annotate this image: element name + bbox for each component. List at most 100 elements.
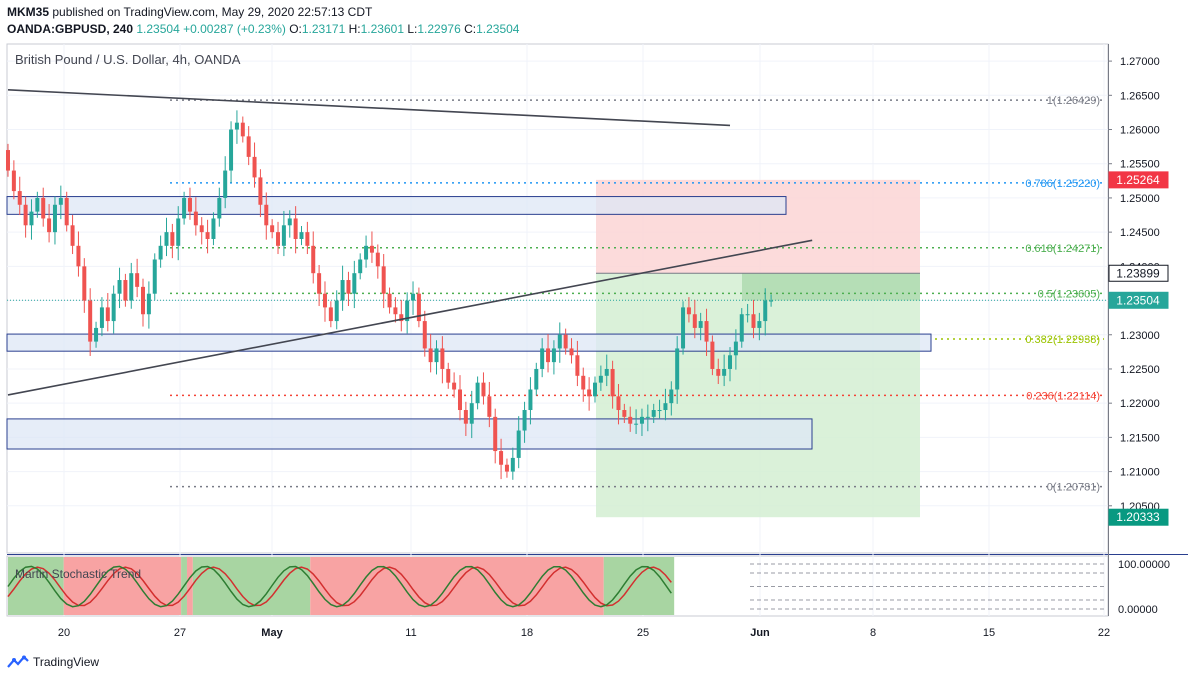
- candle-body: [229, 129, 234, 171]
- candle-body: [281, 225, 286, 246]
- candle-body: [340, 280, 345, 301]
- x-tick-label: 25: [637, 627, 649, 639]
- y-tick-label: 1.22000: [1120, 398, 1160, 410]
- high-value: 1.23601: [360, 22, 404, 36]
- x-tick-label: Jun: [750, 627, 770, 639]
- low-value: 1.22976: [417, 22, 461, 36]
- fib-level-label: 0.618(1.24271): [1025, 243, 1100, 255]
- candle-body: [716, 368, 721, 376]
- candle-body: [622, 410, 627, 417]
- candle-body: [540, 348, 545, 369]
- trendline: [7, 239, 813, 396]
- candle-body: [516, 430, 521, 458]
- price-chart[interactable]: 20 27 May 11 18 25 Jun 8 15 22 1.27000 1.26500 1.260…: [0, 0, 1188, 650]
- candle-body: [610, 368, 615, 397]
- candle-body: [604, 368, 609, 376]
- close-label: C:: [464, 22, 477, 36]
- y-tick-label: 1.25500: [1120, 159, 1160, 171]
- x-tick-label: 18: [521, 627, 533, 639]
- candle-body: [246, 136, 251, 157]
- candle-body: [293, 218, 298, 239]
- symbol-name[interactable]: OANDA:GBPUSD, 240: [7, 22, 134, 36]
- symbol-info: OANDA:GBPUSD, 240 1.23504 +0.00287 (+0.2…: [7, 22, 519, 36]
- candle-body: [728, 355, 733, 369]
- candle-body: [270, 225, 275, 233]
- candle-body: [358, 259, 363, 274]
- x-tick-label: May: [261, 627, 283, 639]
- candle-body: [123, 280, 128, 301]
- brand-name: TradingView: [33, 655, 100, 669]
- candle-body: [52, 204, 57, 233]
- candle-body: [88, 300, 93, 342]
- candle-body: [264, 204, 269, 226]
- candle-body: [111, 293, 116, 322]
- candle-body: [17, 191, 22, 205]
- oscillator-title: Martin Stochastic Trend: [15, 567, 141, 581]
- candle-body: [146, 293, 151, 315]
- price-axis-label: [1108, 291, 1169, 309]
- candle-body: [487, 396, 492, 417]
- candle-body: [70, 225, 75, 246]
- candle-body: [657, 410, 662, 412]
- candle-body: [170, 232, 175, 246]
- candle-body: [129, 273, 134, 301]
- candle-body: [152, 259, 157, 294]
- publisher-name[interactable]: MKM35: [7, 5, 50, 19]
- candle-body: [457, 389, 462, 411]
- stochastic-regime-band: [186, 557, 193, 615]
- high-label: H:: [348, 22, 361, 36]
- candle-body: [422, 321, 427, 349]
- candle-body: [287, 218, 292, 226]
- y-tick-label: 1.24500: [1120, 227, 1160, 239]
- close-value: 1.23504: [476, 22, 520, 36]
- open-value: 1.23171: [301, 22, 346, 36]
- candle-body: [399, 314, 404, 322]
- candle-body: [258, 177, 263, 205]
- candle-body: [645, 416, 650, 418]
- candle-body: [364, 245, 369, 260]
- candle-body: [733, 341, 738, 356]
- stochastic-regime-band: [8, 557, 64, 615]
- x-tick-label: 27: [174, 627, 186, 639]
- candle-body: [493, 416, 498, 452]
- y-tick-label: 1.21500: [1120, 432, 1160, 444]
- y-tick-label: 1.21000: [1120, 467, 1160, 479]
- candle-body: [334, 300, 339, 322]
- candle-body: [276, 232, 281, 246]
- x-tick-label: 20: [58, 627, 70, 639]
- candle-body: [704, 321, 709, 342]
- candle-body: [305, 232, 310, 246]
- candle-body: [581, 375, 586, 390]
- support-resistance-zone: [6, 333, 932, 352]
- open-label: O:: [289, 22, 302, 36]
- oscillator-tick-label: 0.00000: [1118, 604, 1158, 616]
- candle-body: [164, 232, 169, 246]
- candle-body: [352, 273, 357, 294]
- candle-body: [328, 307, 333, 322]
- publish-info: MKM35 published on TradingView.com, May …: [7, 5, 372, 19]
- candle-body: [387, 293, 392, 308]
- candle-body: [504, 464, 509, 472]
- published-text: published on TradingView.com, May 29, 20…: [52, 5, 373, 19]
- candle-body: [205, 232, 210, 239]
- fib-level-label: 0.5(1.23605): [1038, 288, 1100, 300]
- y-tick-label: 1.27000: [1120, 56, 1160, 68]
- price-axis-label-text: 1.23899: [1116, 266, 1160, 280]
- candle-body: [58, 197, 63, 205]
- tradingview-brand[interactable]: TradingView: [7, 655, 99, 669]
- trendline: [7, 89, 731, 127]
- candle-body: [211, 218, 216, 239]
- candle-body: [463, 410, 468, 424]
- chart-title: British Pound / U.S. Dollar, 4h, OANDA: [15, 52, 241, 67]
- main-pane: [6, 43, 1109, 554]
- candle-body: [563, 334, 568, 349]
- y-tick-label: 1.23000: [1120, 330, 1160, 342]
- candle-body: [757, 321, 762, 328]
- candle-body: [681, 307, 686, 349]
- candle-body: [434, 348, 439, 363]
- candle-body: [499, 451, 504, 465]
- candle-body: [710, 341, 715, 369]
- y-tick-label: 1.22500: [1120, 364, 1160, 376]
- x-tick-label: 15: [983, 627, 995, 639]
- candle-body: [722, 368, 727, 376]
